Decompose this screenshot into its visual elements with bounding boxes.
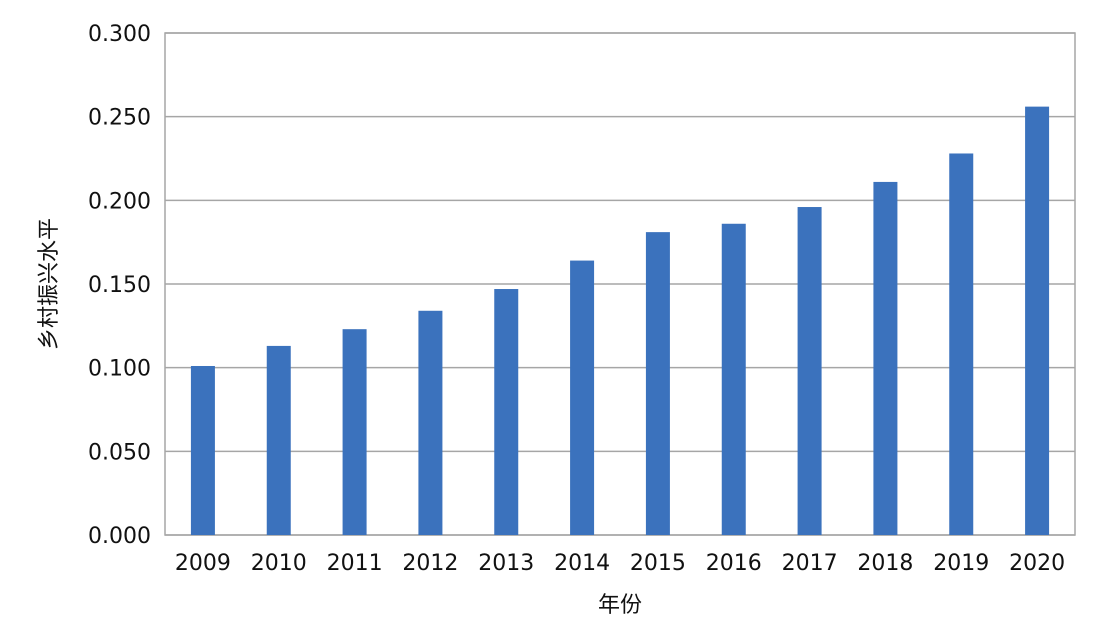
x-tick-label: 2018 [857, 551, 913, 576]
bar-2018 [873, 181, 898, 535]
y-tick-label: 0.300 [88, 22, 151, 47]
x-tick-label: 2015 [630, 551, 686, 576]
bars [190, 106, 1050, 536]
x-tick-label: 2010 [251, 551, 307, 576]
x-tick-label: 2017 [782, 551, 838, 576]
x-axis-title: 年份 [598, 593, 642, 618]
bar-2020 [1025, 106, 1050, 536]
grid-lines [165, 32, 1075, 536]
bar-2017 [797, 207, 822, 535]
x-tick-label: 2011 [327, 551, 383, 576]
x-tick-label: 2014 [554, 551, 610, 576]
y-axis-title: 乡村振兴水平 [37, 218, 62, 350]
x-axis-ticks: 2009 2010 2011 2012 2013 2014 2015 2016 2017 2018… [175, 551, 1065, 576]
x-tick-label: 2013 [478, 551, 534, 576]
bar-2016 [721, 223, 746, 535]
x-tick-label: 2012 [402, 551, 458, 576]
bar-2015 [645, 232, 670, 536]
y-axis-ticks: 0.000 0.050 0.100 0.150 0.200 0.250 0.300 [88, 22, 151, 549]
x-tick-label: 2019 [933, 551, 989, 576]
x-tick-label: 2020 [1009, 551, 1065, 576]
bar-2012 [418, 310, 443, 535]
plot-frame [164, 32, 1076, 536]
bar-2013 [494, 289, 519, 535]
bar-2011 [342, 329, 367, 535]
y-tick-label: 0.250 [88, 106, 151, 131]
x-tick-label: 2009 [175, 551, 231, 576]
bar-2019 [949, 153, 974, 536]
bar-2009 [190, 365, 215, 535]
y-tick-label: 0.100 [88, 357, 151, 382]
y-tick-label: 0.000 [88, 524, 151, 549]
bar-2010 [266, 345, 291, 535]
y-tick-label: 0.200 [88, 189, 151, 214]
bar-2014 [570, 260, 595, 535]
x-tick-label: 2016 [706, 551, 762, 576]
y-tick-label: 0.150 [88, 273, 151, 298]
y-tick-label: 0.050 [88, 440, 151, 465]
